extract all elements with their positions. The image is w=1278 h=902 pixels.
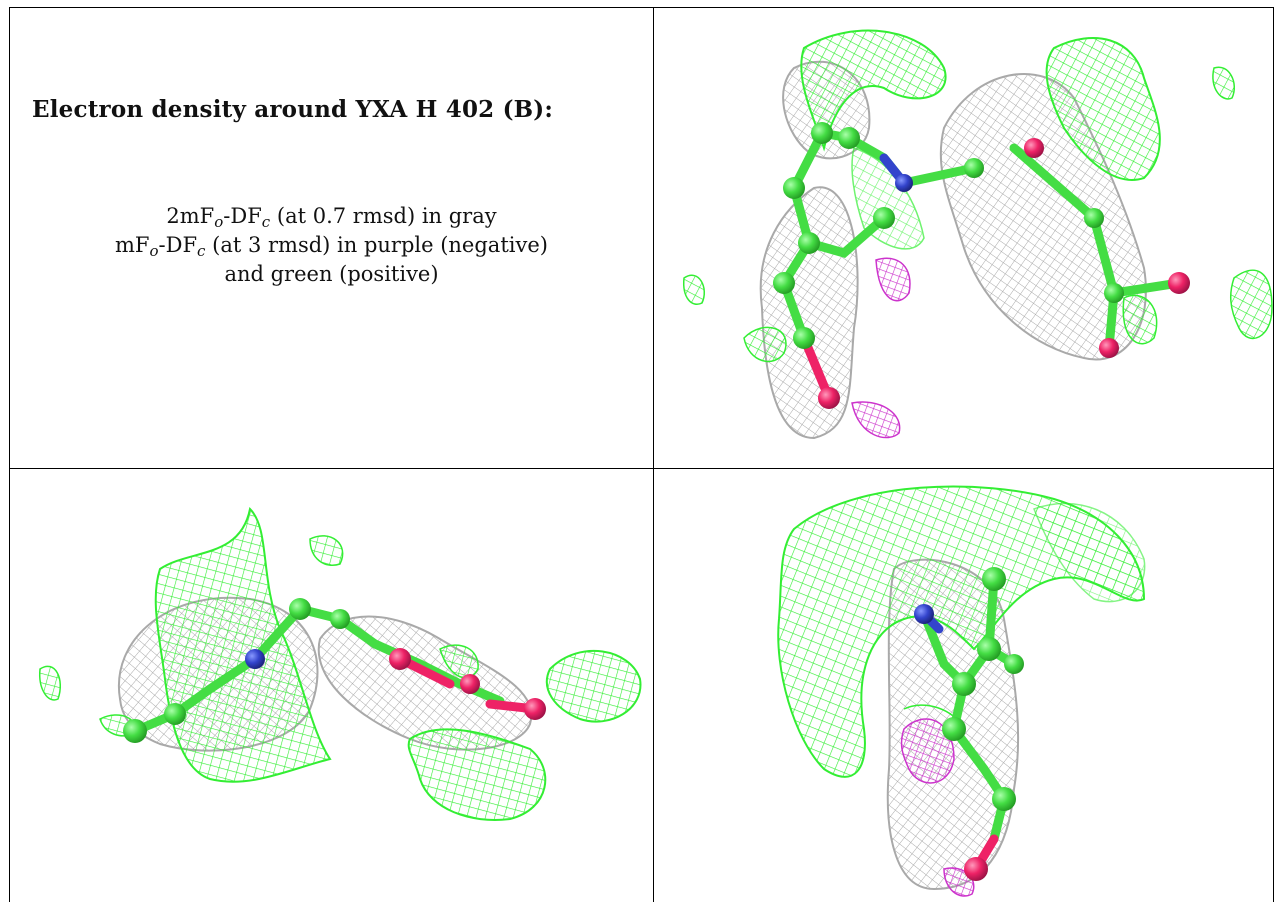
carbon-atom bbox=[289, 598, 311, 620]
carbon-atom bbox=[992, 787, 1016, 811]
carbon-atom bbox=[873, 207, 895, 229]
carbon-atom bbox=[952, 672, 976, 696]
carbon-atom bbox=[982, 567, 1006, 591]
nitrogen-atom bbox=[245, 649, 265, 669]
carbon-atom bbox=[838, 127, 860, 149]
green-density-blob bbox=[39, 665, 61, 701]
green-density-blob bbox=[309, 535, 344, 566]
row-divider bbox=[10, 468, 1273, 469]
carbon-atom bbox=[811, 122, 833, 144]
oxygen-atom bbox=[1024, 138, 1044, 158]
green-density-blob bbox=[407, 728, 547, 821]
nitrogen-atom bbox=[914, 604, 934, 624]
purple-density-blob bbox=[900, 718, 955, 784]
carbon-atom bbox=[1004, 654, 1024, 674]
green-density-blob bbox=[1212, 66, 1235, 100]
density-view-top bbox=[654, 469, 1273, 902]
oxygen-atom bbox=[524, 698, 546, 720]
carbon-atom bbox=[798, 232, 820, 254]
legend-line-colors: and green (positive) bbox=[224, 262, 439, 286]
green-density-blob bbox=[545, 649, 642, 723]
green-density-blob bbox=[439, 644, 479, 679]
figure-title: Electron density around YXA H 402 (B): bbox=[32, 96, 554, 123]
oxygen-atom bbox=[389, 648, 411, 670]
green-density-blob bbox=[800, 29, 947, 152]
density-view-front bbox=[654, 8, 1273, 468]
column-divider bbox=[653, 8, 654, 902]
carbon-atom bbox=[123, 719, 147, 743]
carbon-atom bbox=[1104, 283, 1124, 303]
green-density-blob bbox=[1045, 37, 1161, 181]
map-legend: 2mFo-DFc (at 0.7 rmsd) in gray mFo-DFc (… bbox=[10, 202, 653, 289]
density-view-side bbox=[10, 469, 653, 902]
carbon-atom bbox=[942, 717, 966, 741]
carbon-atom bbox=[330, 609, 350, 629]
oxygen-atom bbox=[818, 387, 840, 409]
green-density-blob bbox=[743, 326, 787, 363]
density-render-side bbox=[39, 506, 642, 821]
oxygen-atom bbox=[964, 857, 988, 881]
carbon-atom bbox=[793, 327, 815, 349]
oxygen-atom bbox=[1099, 338, 1119, 358]
purple-density-blob bbox=[875, 257, 911, 302]
gray-density-blob bbox=[759, 186, 859, 440]
green-density-blob bbox=[154, 506, 332, 783]
caption-cell: Electron density around YXA H 402 (B): 2… bbox=[10, 8, 653, 468]
density-render-top bbox=[777, 485, 1146, 897]
oxygen-atom bbox=[460, 674, 480, 694]
figure-table: Electron density around YXA H 402 (B): 2… bbox=[9, 7, 1274, 902]
legend-line-fofc: mFo-DFc (at 3 rmsd) in purple (negative) bbox=[115, 233, 548, 260]
carbon-atom bbox=[783, 177, 805, 199]
green-density-blob bbox=[1122, 294, 1158, 345]
carbon-atom bbox=[773, 272, 795, 294]
nitrogen-atom bbox=[895, 174, 913, 192]
density-render-front bbox=[683, 29, 1273, 440]
carbon-atom bbox=[964, 158, 984, 178]
carbon-atom bbox=[977, 637, 1001, 661]
carbon-atom bbox=[164, 703, 186, 725]
green-density-blob bbox=[1033, 502, 1146, 603]
green-density-blob bbox=[1229, 269, 1273, 340]
purple-density-blob bbox=[851, 401, 901, 439]
carbon-atom bbox=[1084, 208, 1104, 228]
legend-line-2fofc: 2mFo-DFc (at 0.7 rmsd) in gray bbox=[166, 204, 497, 231]
green-density-blob bbox=[683, 274, 705, 305]
gray-density-blob bbox=[317, 615, 533, 751]
oxygen-atom bbox=[1168, 272, 1190, 294]
